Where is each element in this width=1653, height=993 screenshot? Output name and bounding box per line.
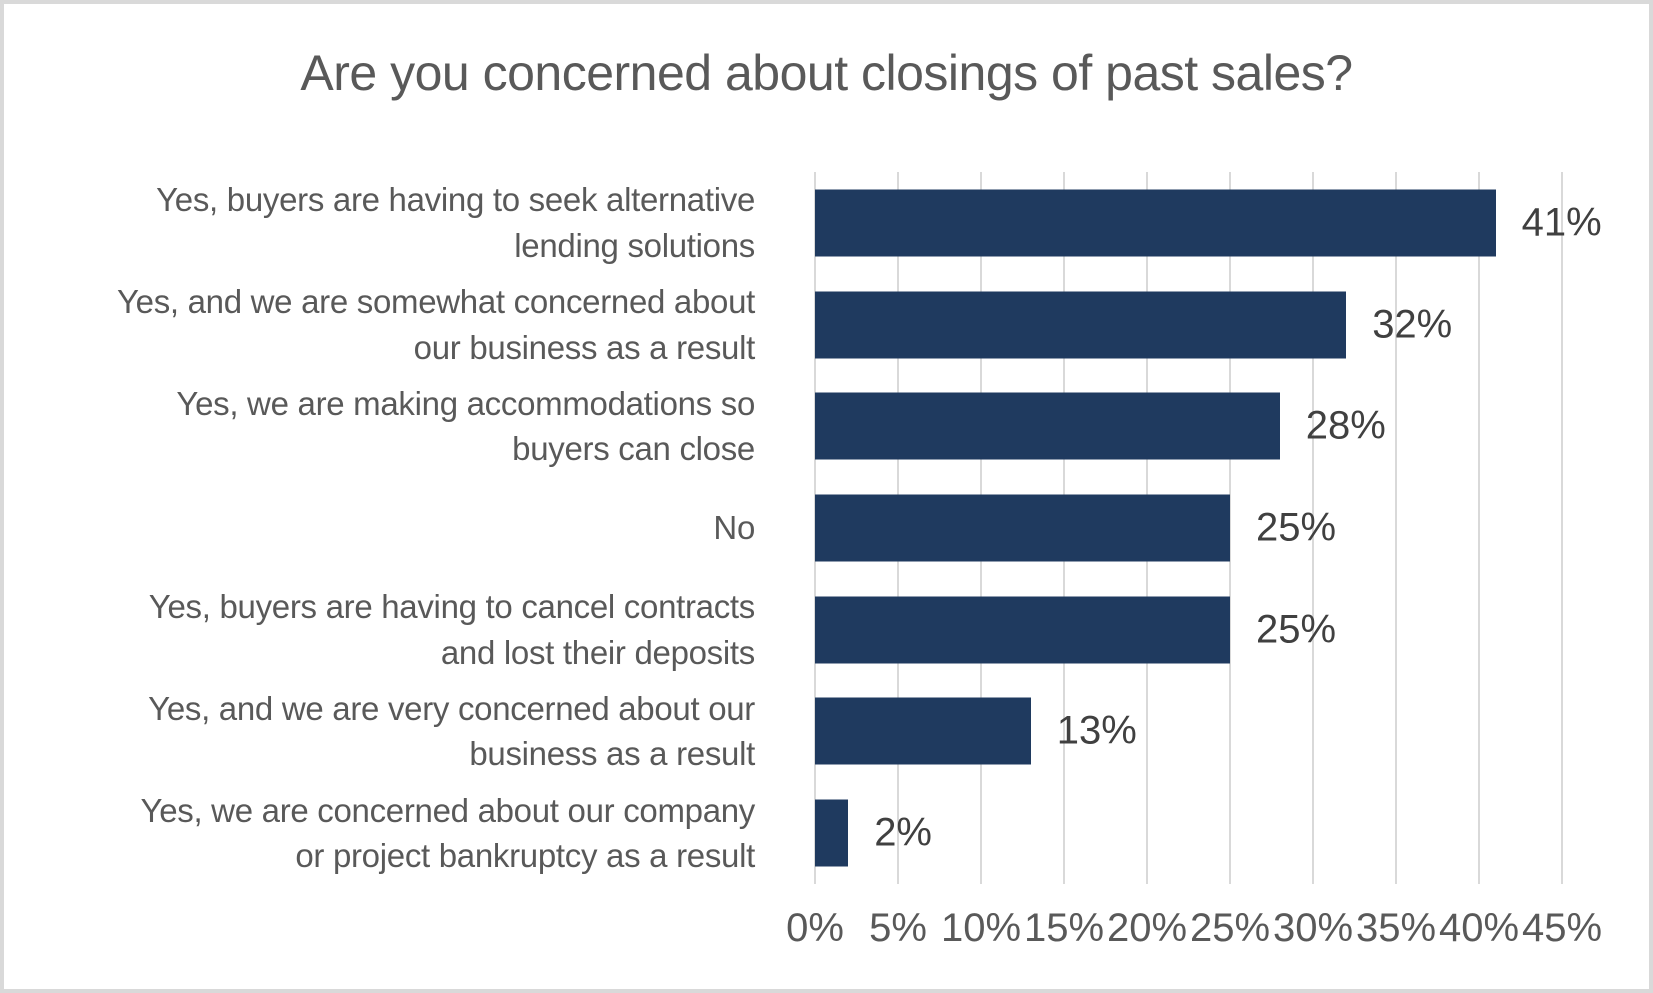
- x-tick-label: 10%: [940, 906, 1022, 950]
- bar-row: Yes, we are making accommodations so buy…: [4, 375, 1604, 477]
- chart-title: Are you concerned about closings of past…: [300, 45, 1353, 101]
- bar: [815, 596, 1230, 664]
- x-axis: 0% 5% 10% 15% 20% 25% 30% 35% 40% 45%: [786, 906, 1602, 956]
- bars-layer: Yes, buyers are having to seek alternati…: [4, 172, 1604, 884]
- category-label: Yes, we are concerned about our company …: [140, 791, 756, 875]
- gridline: [1561, 172, 1563, 884]
- category-label: Yes, and we are somewhat concerned about…: [116, 283, 755, 366]
- category-label: No: [713, 509, 755, 547]
- gridline: [1229, 172, 1231, 884]
- bar: [815, 697, 1031, 765]
- gridline: [1395, 172, 1397, 884]
- bar-track: 41%: [815, 172, 1602, 274]
- bar-track: 13%: [815, 681, 1562, 783]
- x-tick-label: 0%: [786, 906, 844, 950]
- x-tick-label: 20%: [1106, 906, 1188, 950]
- gridline: [1478, 172, 1480, 884]
- bar-row: No 25%: [4, 477, 1604, 579]
- x-tick-label: 40%: [1438, 906, 1520, 950]
- bar-row: Yes, and we are very concerned about our…: [4, 681, 1604, 783]
- value-label: 32%: [1372, 302, 1453, 347]
- category-label: Yes, buyers are having to cancel contrac…: [148, 588, 756, 671]
- x-tick-label: 30%: [1272, 906, 1354, 950]
- category-label: Yes, buyers are having to seek alternati…: [156, 181, 755, 264]
- value-label: 41%: [1521, 200, 1602, 245]
- bar-track: 28%: [815, 375, 1562, 477]
- bar: [815, 494, 1230, 562]
- bar-track: 32%: [815, 274, 1562, 376]
- bar: [815, 799, 849, 867]
- value-label: 2%: [874, 810, 932, 855]
- x-tick-label: 35%: [1355, 906, 1437, 950]
- bar-track: 2%: [815, 782, 1562, 884]
- bar: [815, 392, 1280, 460]
- bar: [815, 291, 1347, 359]
- value-label: 13%: [1056, 708, 1137, 753]
- category-label: Yes, we are making accommodations so buy…: [176, 384, 755, 468]
- x-tick-label: 15%: [1023, 906, 1105, 950]
- value-label: 25%: [1256, 505, 1337, 550]
- value-label: 25%: [1256, 607, 1337, 652]
- bar-row: Yes, we are concerned about our company …: [4, 782, 1604, 884]
- bar-track: 25%: [815, 579, 1562, 681]
- bar-row: Yes, buyers are having to seek alternati…: [4, 172, 1604, 274]
- category-label: Yes, and we are very concerned about our…: [148, 689, 755, 773]
- value-label: 28%: [1305, 403, 1386, 448]
- gridline: [1312, 172, 1314, 884]
- bar-row: Yes, and we are somewhat concerned about…: [4, 274, 1604, 376]
- x-tick-label: 5%: [869, 906, 927, 950]
- bar-track: 25%: [815, 477, 1562, 579]
- x-tick-label: 45%: [1521, 906, 1603, 950]
- bar: [815, 189, 1496, 257]
- x-tick-label: 25%: [1189, 906, 1271, 950]
- bar-row: Yes, buyers are having to cancel contrac…: [4, 579, 1604, 681]
